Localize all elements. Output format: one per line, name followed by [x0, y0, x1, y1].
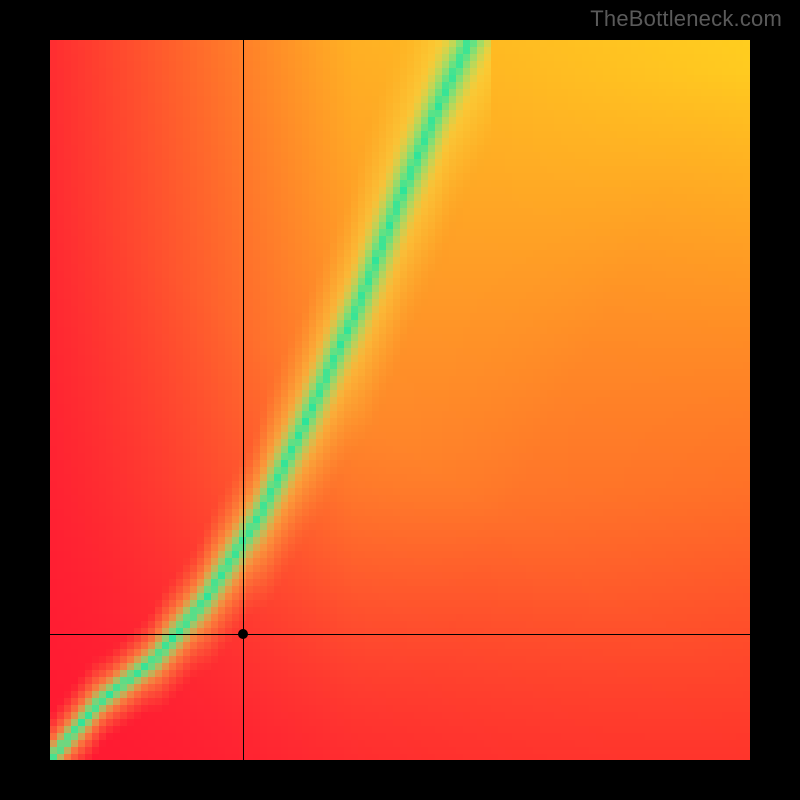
crosshair-dot	[238, 629, 248, 639]
crosshair-horizontal-line	[50, 634, 750, 635]
crosshair-vertical-line	[243, 40, 244, 760]
watermark-text: TheBottleneck.com	[590, 6, 782, 32]
heatmap-plot	[50, 40, 750, 760]
heatmap-canvas	[50, 40, 750, 760]
